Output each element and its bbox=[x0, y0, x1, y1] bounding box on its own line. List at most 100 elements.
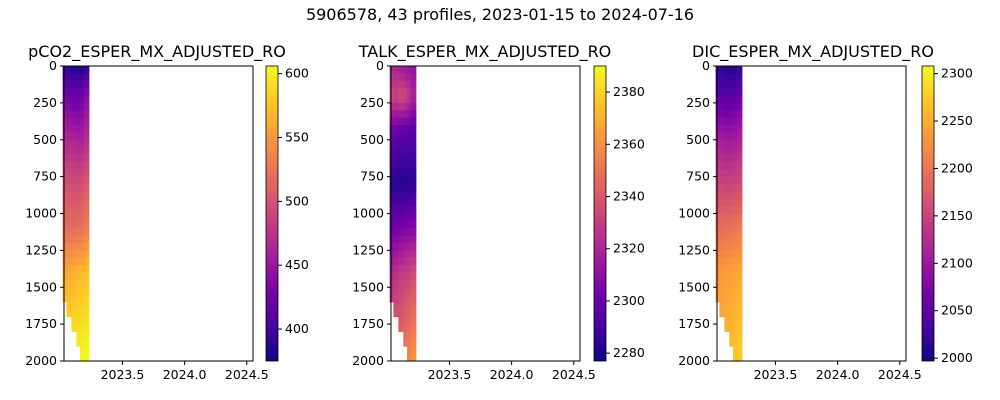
y-tick-label: 0 bbox=[49, 58, 57, 73]
colorbar-tick-label: 500 bbox=[285, 193, 309, 208]
heatmap-cell bbox=[71, 302, 77, 310]
heatmap-cell bbox=[83, 184, 90, 192]
heatmap-cell bbox=[719, 169, 725, 178]
heatmap-cell bbox=[83, 198, 90, 207]
heatmap-cell bbox=[389, 66, 396, 74]
heatmap-cell bbox=[724, 154, 730, 163]
heatmap-cell bbox=[71, 279, 77, 288]
heatmap-cell bbox=[733, 257, 739, 266]
heatmap-cell bbox=[729, 206, 735, 214]
heatmap-cell bbox=[733, 102, 739, 111]
heatmap-cell bbox=[71, 287, 77, 296]
heatmap-cell bbox=[729, 213, 735, 222]
heatmap-cell bbox=[724, 235, 730, 244]
heatmap-cell bbox=[80, 287, 86, 296]
heatmap-cell bbox=[71, 80, 77, 89]
heatmap-cell bbox=[407, 206, 413, 214]
heatmap-cell bbox=[733, 279, 739, 288]
heatmap-cell bbox=[398, 220, 404, 229]
heatmap-cell bbox=[407, 198, 413, 207]
heatmap-cell bbox=[76, 331, 82, 340]
heatmap-cell bbox=[403, 213, 409, 222]
heatmap-cell bbox=[66, 66, 72, 74]
heatmap-cell bbox=[719, 102, 725, 111]
panel-pco2: pCO2_ESPER_MX_ADJUSTED_RO 0 250 500 750 1000… bbox=[25, 42, 309, 382]
heatmap-cell bbox=[62, 213, 69, 222]
heatmap-cell bbox=[729, 272, 735, 281]
x-tick-label: 2024.0 bbox=[163, 367, 207, 382]
heatmap-cell bbox=[407, 294, 413, 303]
heatmap-cell bbox=[733, 272, 739, 281]
heatmap-cell bbox=[729, 102, 735, 111]
heatmap-cell bbox=[410, 250, 417, 259]
heatmap-cell bbox=[403, 272, 409, 281]
heatmap-cell bbox=[733, 169, 739, 178]
heatmap-cell bbox=[80, 331, 86, 340]
heatmap-cell bbox=[403, 169, 409, 178]
heatmap-cell bbox=[403, 176, 409, 185]
heatmap-cell bbox=[729, 243, 735, 251]
heatmap-cell bbox=[83, 73, 90, 82]
heatmap-cell bbox=[729, 95, 735, 104]
heatmap-cell bbox=[729, 287, 735, 296]
heatmap-cell bbox=[736, 191, 743, 200]
heatmap-cell bbox=[83, 154, 90, 163]
heatmap-cell bbox=[407, 265, 413, 273]
heatmap-cell bbox=[407, 235, 413, 244]
heatmap-cell bbox=[398, 213, 404, 222]
heatmap-cell bbox=[403, 279, 409, 288]
heatmap-cell bbox=[719, 73, 725, 82]
colorbar bbox=[266, 66, 278, 361]
x-tick-label: 2023.5 bbox=[754, 367, 798, 382]
heatmap-cell bbox=[403, 331, 409, 340]
heatmap-cell bbox=[389, 176, 396, 185]
heatmap-cell bbox=[410, 161, 417, 170]
heatmap-cell bbox=[398, 243, 404, 251]
heatmap-cell bbox=[724, 265, 730, 273]
heatmap-cell bbox=[71, 132, 77, 141]
heatmap-cell bbox=[410, 73, 417, 82]
heatmap-cell bbox=[729, 316, 735, 325]
colorbar-frame bbox=[265, 65, 279, 362]
heatmap-cell bbox=[71, 117, 77, 126]
heatmap-cell bbox=[733, 206, 739, 214]
heatmap-cell bbox=[736, 147, 743, 155]
y-tick-label: 750 bbox=[33, 169, 57, 184]
y-tick-label: 250 bbox=[360, 95, 384, 110]
heatmap-cell bbox=[403, 132, 409, 141]
y-tick-label: 2000 bbox=[678, 353, 710, 368]
x-tick-label: 2024.0 bbox=[490, 367, 534, 382]
heatmap-cell bbox=[724, 184, 730, 192]
heatmap-cell bbox=[71, 220, 77, 229]
heatmap-cell bbox=[724, 169, 730, 178]
heatmap-cell bbox=[403, 110, 409, 119]
heatmap-cell bbox=[83, 88, 90, 96]
heatmap-cell bbox=[410, 220, 417, 229]
heatmap-cell bbox=[410, 169, 417, 178]
heatmap-cell bbox=[733, 191, 739, 200]
heatmap-cell bbox=[724, 309, 730, 318]
heatmap-cell bbox=[724, 95, 730, 104]
heatmap-cell bbox=[62, 169, 69, 178]
heatmap-cell bbox=[724, 243, 730, 251]
heatmap-cell bbox=[71, 139, 77, 148]
heatmap-cell bbox=[736, 213, 743, 222]
heatmap-cell bbox=[398, 235, 404, 244]
heatmap-cell bbox=[393, 102, 399, 111]
heatmap-cell bbox=[729, 309, 735, 318]
y-tick-label: 500 bbox=[33, 132, 57, 147]
heatmap-cell bbox=[83, 257, 90, 266]
heatmap-cell bbox=[715, 191, 722, 200]
heatmap-cell bbox=[83, 353, 90, 362]
heatmap-cell bbox=[736, 73, 743, 82]
heatmap-cell bbox=[736, 265, 743, 273]
heatmap-cell bbox=[62, 66, 69, 74]
heatmap-cell bbox=[398, 316, 404, 325]
heatmap-cell bbox=[80, 73, 86, 82]
heatmap-cell bbox=[83, 169, 90, 178]
heatmap-cell bbox=[398, 132, 404, 141]
heatmap-cell bbox=[83, 272, 90, 281]
heatmap-cell bbox=[62, 235, 69, 244]
heatmap-cell bbox=[393, 184, 399, 192]
heatmap-cell bbox=[719, 213, 725, 222]
